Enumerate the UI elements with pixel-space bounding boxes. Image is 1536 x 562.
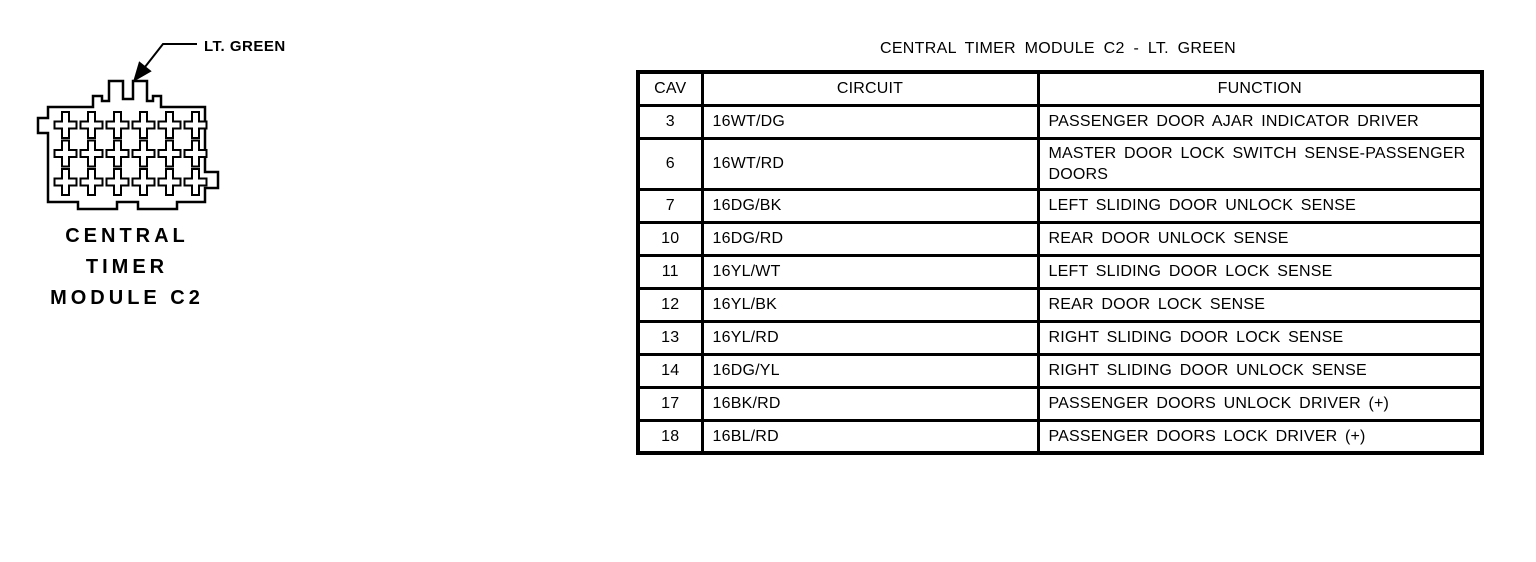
function-cell: PASSENGER DOORS LOCK DRIVER (+) — [1036, 418, 1484, 455]
table-row: 18 16BL/RD PASSENGER DOORS LOCK DRIVER (… — [636, 418, 1484, 455]
table-row: 7 16DG/BK LEFT SLIDING DOOR UNLOCK SENSE — [636, 187, 1484, 224]
header-row: CAV CIRCUIT FUNCTION — [636, 70, 1484, 107]
arrowhead-icon — [133, 61, 152, 82]
function-cell: REAR DOOR UNLOCK SENSE — [1036, 220, 1484, 257]
circuit-cell: 16BK/RD — [700, 385, 1040, 422]
function-cell: MASTER DOOR LOCK SWITCH SENSE-PASSENGER … — [1036, 136, 1484, 191]
function-cell: RIGHT SLIDING DOOR UNLOCK SENSE — [1036, 352, 1484, 389]
terminal-cavity — [183, 139, 208, 168]
circuit-cell: 16WT/DG — [700, 103, 1040, 140]
terminal-cavity — [131, 168, 156, 196]
table-row: 12 16YL/BK REAR DOOR LOCK SENSE — [636, 286, 1484, 323]
terminal-cavity — [157, 139, 182, 168]
terminal-cavity — [131, 111, 156, 139]
connector-caption-line: CENTRAL — [65, 225, 189, 247]
circuit-cell: 16WT/RD — [700, 136, 1040, 191]
pin-color-label: LT. GREEN — [204, 38, 286, 55]
function-cell: LEFT SLIDING DOOR LOCK SENSE — [1036, 253, 1484, 290]
terminal-cavity — [183, 111, 208, 139]
cav-cell: 12 — [636, 286, 704, 323]
terminal-cavity — [53, 139, 78, 168]
connector-drawing: LT. GREEN — [36, 38, 286, 211]
terminal-cavity — [157, 168, 182, 196]
terminal-cavity — [157, 111, 182, 139]
terminal-cavity — [183, 168, 208, 196]
terminal-cavity — [79, 139, 104, 168]
terminal-cavity — [131, 139, 156, 168]
pinout-table-body: 3 16WT/DG PASSENGER DOOR AJAR INDICATOR … — [636, 103, 1484, 455]
terminal-cavity — [53, 168, 78, 196]
table-row: 6 16WT/RD MASTER DOOR LOCK SWITCH SENSE-… — [636, 136, 1484, 191]
cav-cell: 10 — [636, 220, 704, 257]
terminal-cavity — [79, 168, 104, 196]
cav-cell: 13 — [636, 319, 704, 356]
function-cell: RIGHT SLIDING DOOR LOCK SENSE — [1036, 319, 1484, 356]
connector-caption-line: MODULE C2 — [50, 287, 204, 309]
column-header-function: FUNCTION — [1036, 70, 1484, 107]
table-row: 13 16YL/RD RIGHT SLIDING DOOR LOCK SENSE — [636, 319, 1484, 356]
column-header-cav: CAV — [636, 70, 704, 107]
connector-pins — [53, 111, 208, 196]
function-cell: LEFT SLIDING DOOR UNLOCK SENSE — [1036, 187, 1484, 224]
table-row: 3 16WT/DG PASSENGER DOOR AJAR INDICATOR … — [636, 103, 1484, 140]
cav-cell: 17 — [636, 385, 704, 422]
connector-figure: LT. GREEN CENTRAL TIMER MODULE C2 — [0, 0, 330, 330]
circuit-cell: 16DG/BK — [700, 187, 1040, 224]
table-row: 17 16BK/RD PASSENGER DOORS UNLOCK DRIVER… — [636, 385, 1484, 422]
cav-cell: 18 — [636, 418, 704, 455]
terminal-cavity — [105, 139, 130, 168]
pinout-section: CENTRAL TIMER MODULE C2 - LT. GREEN CAV … — [636, 40, 1484, 455]
cav-cell: 3 — [636, 103, 704, 140]
cav-cell: 14 — [636, 352, 704, 389]
circuit-cell: 16BL/RD — [700, 418, 1040, 455]
circuit-cell: 16DG/RD — [700, 220, 1040, 257]
cav-cell: 11 — [636, 253, 704, 290]
circuit-cell: 16DG/YL — [700, 352, 1040, 389]
terminal-cavity — [105, 111, 130, 139]
function-cell: PASSENGER DOORS UNLOCK DRIVER (+) — [1036, 385, 1484, 422]
cav-cell: 7 — [636, 187, 704, 224]
function-cell: REAR DOOR LOCK SENSE — [1036, 286, 1484, 323]
pinout-table: CAV CIRCUIT FUNCTION 3 16WT/DG PASSENGER… — [636, 70, 1484, 455]
table-row: 14 16DG/YL RIGHT SLIDING DOOR UNLOCK SEN… — [636, 352, 1484, 389]
table-row: 11 16YL/WT LEFT SLIDING DOOR LOCK SENSE — [636, 253, 1484, 290]
terminal-cavity — [79, 111, 104, 139]
connector-caption-line: TIMER — [85, 256, 169, 278]
column-header-circuit: CIRCUIT — [700, 70, 1040, 107]
terminal-cavity — [53, 111, 78, 139]
circuit-cell: 16YL/BK — [700, 286, 1040, 323]
circuit-cell: 16YL/WT — [700, 253, 1040, 290]
function-cell: PASSENGER DOOR AJAR INDICATOR DRIVER — [1036, 103, 1484, 140]
cav-cell: 6 — [636, 136, 704, 191]
circuit-cell: 16YL/RD — [700, 319, 1040, 356]
table-row: 10 16DG/RD REAR DOOR UNLOCK SENSE — [636, 220, 1484, 257]
terminal-cavity — [105, 168, 130, 196]
table-title: CENTRAL TIMER MODULE C2 - LT. GREEN — [879, 40, 1237, 57]
connector-caption: CENTRAL TIMER MODULE C2 — [18, 221, 236, 314]
